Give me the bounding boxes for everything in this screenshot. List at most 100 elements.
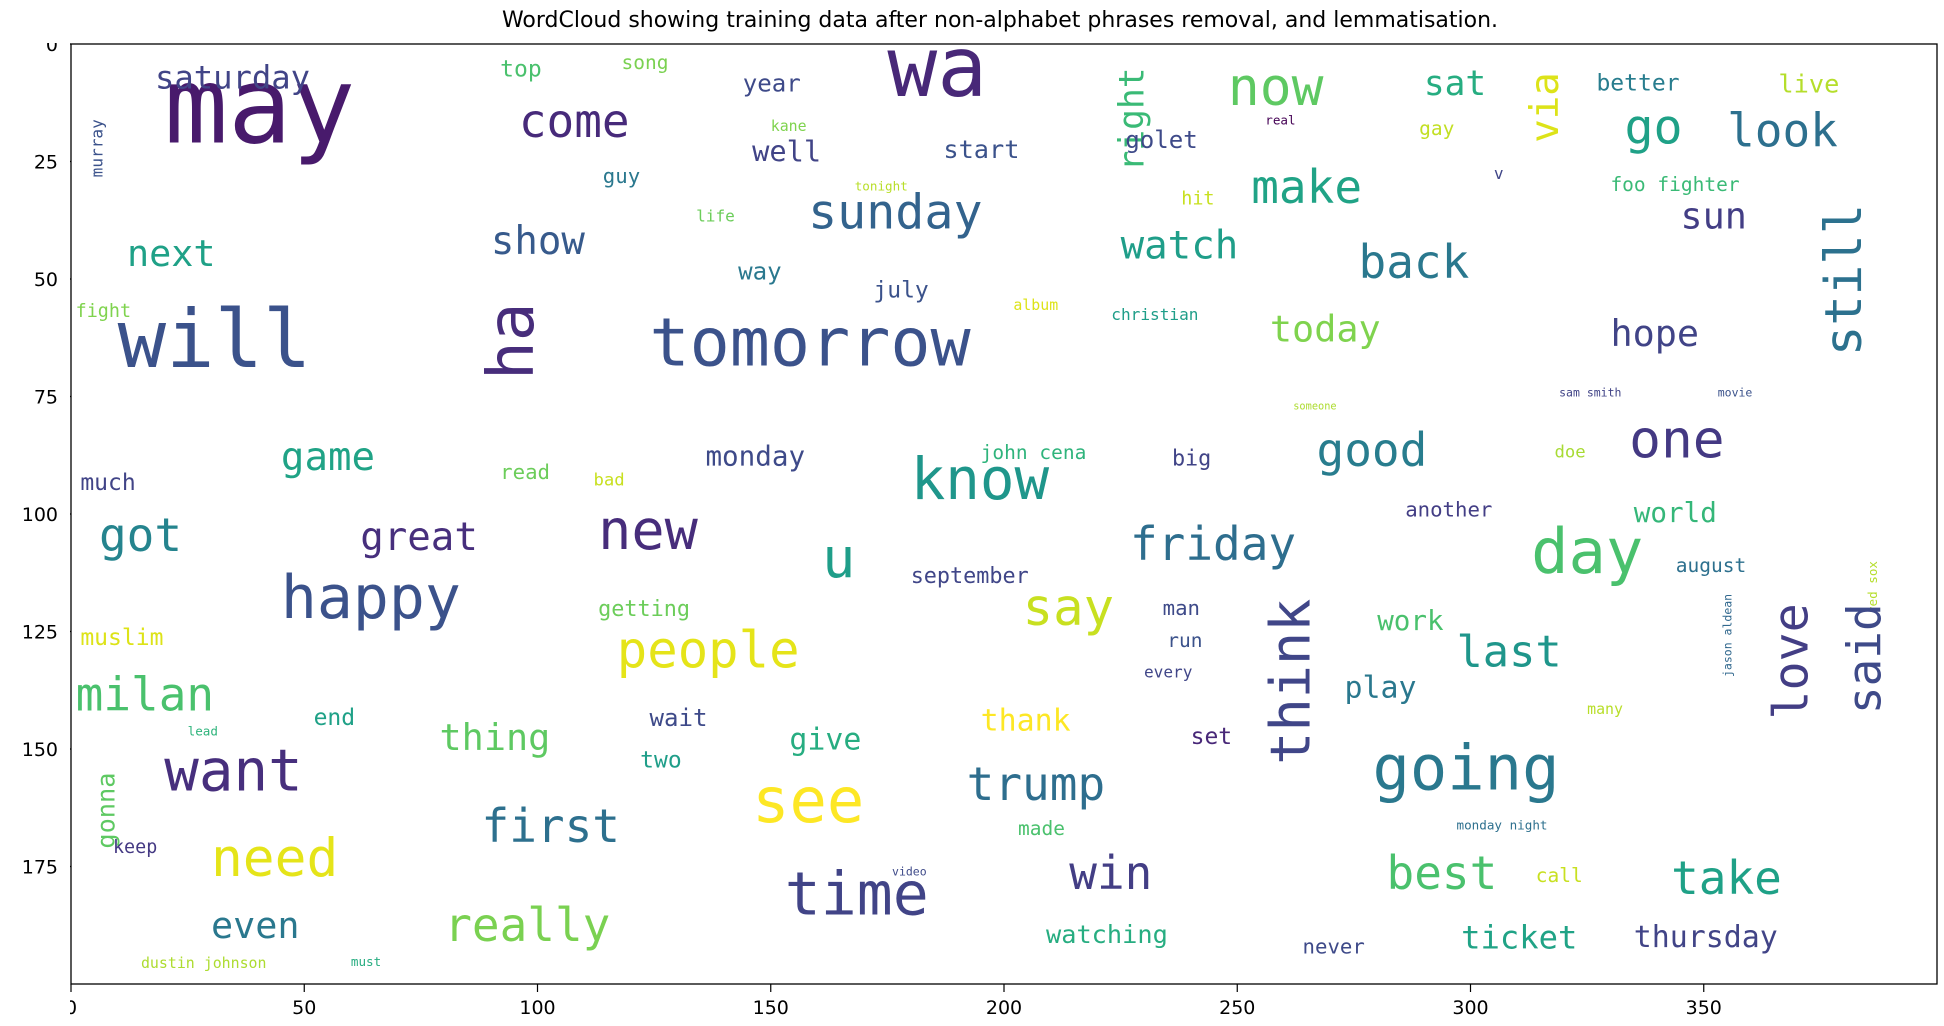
- word-work: work: [1377, 604, 1444, 637]
- word-doe: doe: [1554, 442, 1585, 462]
- word-bad: bad: [593, 471, 624, 491]
- word-well: well: [752, 134, 821, 168]
- plot-frame: [70, 43, 1938, 985]
- word-know: know: [911, 446, 1050, 513]
- word-good: good: [1317, 423, 1428, 477]
- word-way: way: [738, 258, 782, 286]
- word-watching: watching: [1046, 920, 1168, 949]
- word-man: man: [1163, 596, 1200, 620]
- word-last: last: [1457, 626, 1562, 677]
- word-first: first: [482, 799, 620, 853]
- word-thing: thing: [440, 716, 551, 759]
- word-one: one: [1629, 410, 1725, 471]
- x-tick-label: 0: [70, 997, 77, 1018]
- word-u: u: [822, 527, 855, 591]
- word-want: want: [164, 737, 302, 804]
- y-tick-label: 75: [34, 387, 58, 409]
- word-friday: friday: [1130, 517, 1296, 571]
- word-run: run: [1167, 629, 1202, 652]
- word-movie: movie: [1718, 385, 1753, 399]
- word-red-sox: red sox: [1865, 561, 1880, 614]
- word-another: another: [1405, 497, 1492, 521]
- word-day: day: [1531, 515, 1643, 588]
- word-tomorrow: tomorrow: [649, 303, 971, 381]
- word-show: show: [491, 219, 586, 264]
- word-every: every: [1144, 662, 1193, 681]
- y-tick-label: 150: [22, 739, 58, 761]
- word-lead: lead: [188, 724, 218, 739]
- word-love: love: [1764, 603, 1820, 719]
- word-time: time: [785, 859, 929, 929]
- y-tick-label: 100: [22, 504, 58, 526]
- word-come: come: [519, 94, 630, 148]
- word-see: see: [752, 764, 864, 837]
- word-got: got: [99, 508, 182, 562]
- word-read: read: [500, 460, 550, 484]
- word-song: song: [621, 51, 668, 74]
- word-sun: sun: [1680, 195, 1746, 238]
- word-really: really: [444, 898, 610, 952]
- x-tick-label: 50: [292, 997, 316, 1018]
- word-trump: trump: [967, 757, 1105, 811]
- word-hope: hope: [1610, 312, 1699, 355]
- word-layer: may wa will tomorrow ha now saturday top song yea…: [76, 43, 1892, 972]
- word-better: better: [1596, 71, 1679, 97]
- word-watch: watch: [1121, 224, 1239, 269]
- word-will: will: [118, 292, 312, 386]
- word-jason-aldean: jason aldean: [1721, 594, 1735, 677]
- word-v: v: [1494, 164, 1504, 183]
- word-best: best: [1387, 846, 1498, 900]
- word-go: go: [1624, 100, 1682, 156]
- word-next: next: [127, 232, 216, 275]
- word-give: give: [789, 722, 861, 757]
- word-thank: thank: [981, 704, 1071, 739]
- word-look: look: [1727, 104, 1838, 158]
- word-many: many: [1587, 700, 1623, 718]
- word-must: must: [351, 954, 381, 969]
- wordcloud-plot: may wa will tomorrow ha now saturday top song yea…: [70, 43, 1938, 1018]
- word-world: world: [1634, 496, 1717, 529]
- word-someone: someone: [1293, 400, 1336, 412]
- word-christian: christian: [1111, 305, 1198, 324]
- word-gay: gay: [1419, 117, 1454, 140]
- word-right: right: [1113, 68, 1153, 172]
- word-wait: wait: [649, 704, 707, 732]
- word-sunday: sunday: [808, 184, 982, 240]
- y-axis-labels: 0 25 50 75 100 125 150 175: [22, 43, 58, 879]
- word-ticket: ticket: [1461, 919, 1577, 957]
- word-take: take: [1671, 851, 1782, 905]
- word-going: going: [1373, 731, 1560, 804]
- word-album: album: [1013, 296, 1058, 314]
- word-play: play: [1345, 671, 1417, 706]
- word-hit: hit: [1181, 188, 1214, 209]
- word-real: real: [1265, 113, 1295, 128]
- word-people: people: [617, 620, 800, 679]
- word-new: new: [598, 499, 698, 563]
- word-milan: milan: [76, 668, 214, 722]
- word-dustin-johnson: dustin johnson: [141, 954, 267, 972]
- word-kane: kane: [771, 117, 807, 135]
- word-need: need: [211, 828, 338, 889]
- word-john-cena: john cena: [981, 441, 1087, 464]
- word-wa: wa: [887, 43, 987, 116]
- word-great: great: [360, 515, 478, 560]
- word-still: still: [1814, 204, 1873, 356]
- word-fight: fight: [76, 301, 131, 322]
- word-muslim: muslim: [80, 625, 163, 651]
- word-end: end: [314, 705, 356, 731]
- y-tick-label: 125: [22, 622, 58, 644]
- y-tick-label: 175: [22, 857, 58, 879]
- word-tonight: tonight: [855, 178, 908, 193]
- word-video: video: [892, 865, 927, 879]
- word-set: set: [1191, 724, 1233, 750]
- word-even: even: [211, 904, 300, 947]
- word-much: much: [80, 470, 135, 496]
- word-getting: getting: [598, 597, 690, 622]
- word-may: may: [164, 45, 355, 168]
- word-august: august: [1676, 554, 1746, 577]
- word-make: make: [1251, 160, 1362, 214]
- x-tick-label: 300: [1452, 997, 1488, 1018]
- word-said: said: [1838, 603, 1892, 714]
- word-sat: sat: [1424, 64, 1486, 104]
- word-start: start: [943, 135, 1019, 164]
